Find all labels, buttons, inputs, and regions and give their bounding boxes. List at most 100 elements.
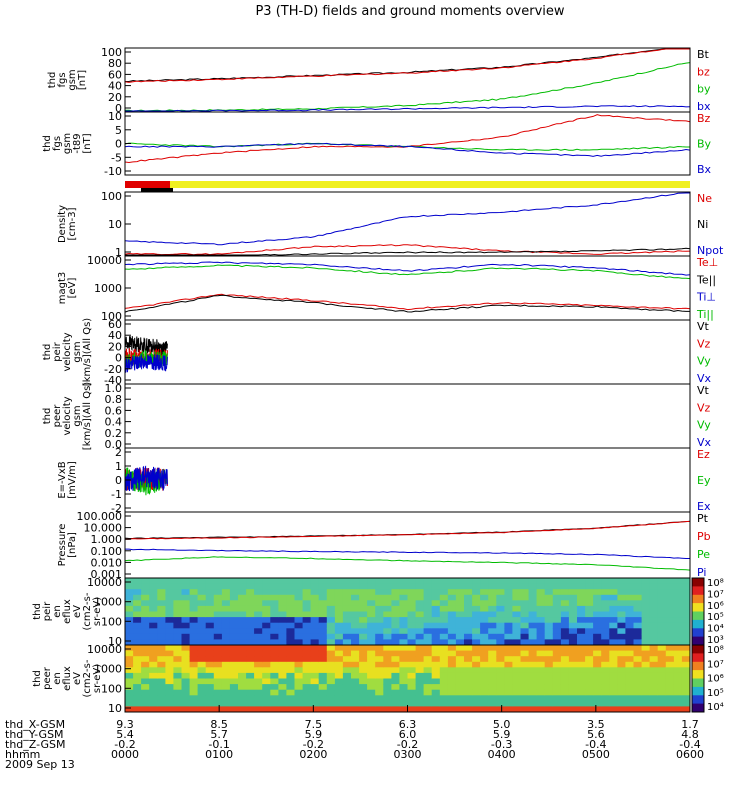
spectrogram-cell (310, 706, 320, 713)
spectrogram-cell (205, 695, 215, 702)
spectrogram-cell (609, 661, 618, 668)
spectrogram-cell (423, 633, 433, 640)
spectrogram-cell (149, 589, 158, 596)
spectrogram-cell (173, 617, 182, 624)
spectrogram-cell (528, 594, 538, 601)
spectrogram-cell (439, 695, 449, 702)
spectrogram-cell (262, 639, 271, 646)
spectrogram-cell (504, 650, 513, 657)
spectrogram-cell (520, 706, 530, 713)
spectrogram-cell (504, 656, 513, 663)
y-tick-label: 0 (115, 138, 122, 151)
spectrogram-cell (367, 667, 376, 674)
spectrogram-cell (568, 583, 578, 590)
spectrogram-cell (649, 583, 659, 590)
spectrogram-cell (488, 578, 497, 585)
spectrogram-cell (512, 700, 521, 707)
spectrogram-cell (221, 611, 231, 618)
legend-Ey: Ey (697, 474, 711, 487)
spectrogram-cell (399, 600, 408, 607)
spectrogram-cell (399, 633, 408, 640)
panel-frame (124, 511, 691, 579)
y-axis-label-line: peir (42, 601, 53, 621)
spectrogram-cell (552, 628, 562, 635)
spectrogram-cell (367, 678, 376, 685)
y-axis-label-line: thd (42, 344, 53, 361)
spectrogram-cell (407, 645, 417, 652)
y-tick-label: 20 (108, 91, 122, 104)
spectrogram-cell (133, 689, 142, 696)
spectrogram-cell (472, 700, 481, 707)
spectrogram-cell (294, 617, 304, 624)
spectrogram-cell (496, 706, 505, 713)
spectrogram-cell (480, 622, 489, 629)
spectrogram-cell (504, 678, 513, 685)
spectrogram-cell (189, 684, 199, 691)
spectrogram-cell (496, 628, 505, 635)
spectrogram-cell (520, 639, 530, 646)
spectrogram-cell (359, 611, 368, 618)
spectrogram-cell (681, 667, 691, 674)
spectrogram-cell (657, 656, 667, 663)
spectrogram-cell (399, 672, 408, 679)
spectrogram-cell (415, 672, 425, 679)
spectrogram-cell (415, 678, 425, 685)
spectrogram-cell (254, 645, 263, 652)
legend-Ez: Ez (697, 448, 710, 461)
spectrogram-cell (205, 605, 215, 612)
colorbar-step (692, 686, 704, 696)
spectrogram-cell (423, 583, 433, 590)
spectrogram-cell (649, 661, 659, 668)
spectrogram-cell (133, 594, 142, 601)
spectrogram-cell (568, 684, 578, 691)
colorbar-label: 10⁶ (707, 601, 724, 612)
y-axis-label-line: Density (57, 205, 68, 243)
y-axis-label-line: fgs (57, 72, 68, 87)
spectrogram-cell (125, 678, 134, 685)
spectrogram-cell (407, 622, 417, 629)
spectrogram-cell (641, 700, 651, 707)
y-axis-label-line: E=-VxB (57, 461, 68, 498)
y-axis-label-line: -t89 (72, 133, 83, 153)
spectrogram-cell (609, 600, 618, 607)
spectrogram-cell (294, 650, 304, 657)
spectrogram-cell (520, 600, 530, 607)
series-Bx (124, 142, 691, 157)
spectrogram-cell (238, 633, 247, 640)
spectrogram-cell (472, 667, 481, 674)
spectrogram-cell (544, 695, 554, 702)
spectrogram-cell (464, 645, 473, 652)
spectrogram-cell (577, 605, 586, 612)
series-Ex (124, 465, 168, 492)
spectrogram-cell (359, 645, 368, 652)
spectrogram-cell (536, 650, 546, 657)
spectrogram-cell (391, 656, 400, 663)
spectrogram-cell (238, 600, 247, 607)
spectrogram-cell (165, 617, 174, 624)
spectrogram-cell (133, 656, 142, 663)
spectrogram-cell (568, 700, 578, 707)
spectrogram-cell (464, 706, 473, 713)
y-axis-label-line: eflux (62, 599, 73, 624)
spectrogram-cell (673, 622, 683, 629)
spectrogram-cell (181, 617, 191, 624)
spectrogram-cell (367, 611, 376, 618)
spectrogram-cell (601, 617, 610, 624)
spectrogram-cell (568, 639, 578, 646)
spectrogram-cell (391, 645, 400, 652)
spectrogram-cell (415, 656, 425, 663)
spectrogram-cell (512, 706, 521, 713)
spectrogram-cell (560, 622, 570, 629)
spectrogram-cell (528, 611, 538, 618)
spectrogram-cell (286, 611, 295, 618)
spectrogram-cell (173, 594, 182, 601)
spectrogram-cell (585, 605, 594, 612)
spectrogram-cell (633, 583, 643, 590)
spectrogram-cell (367, 689, 376, 696)
spectrogram-cell (439, 656, 449, 663)
mode-bar-yellow (170, 181, 690, 188)
spectrogram-cell (173, 628, 182, 635)
spectrogram-cell (375, 706, 384, 713)
spectrogram-cell (560, 645, 570, 652)
